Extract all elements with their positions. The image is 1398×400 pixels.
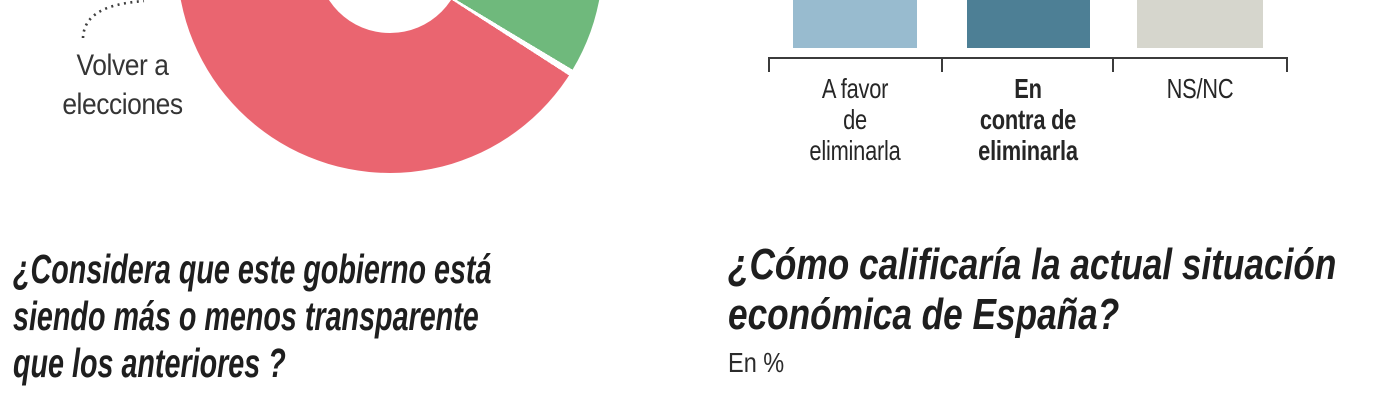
category-label-line: NS/NC [1166,73,1234,104]
category-label-en-contra-de-eliminarla: En contra de eliminarla [960,73,1096,166]
dotted-leader-line [81,0,145,39]
x-axis-line [768,57,1288,59]
question-line: ¿Considera que este gobierno está [13,246,492,292]
category-label-a-favor-de-eliminarla: A favor de eliminarla [787,73,923,166]
donut-segment-label: Volver a elecciones [41,46,204,124]
category-label-line: contra de [979,104,1077,135]
category-label-line: A favor [821,73,889,104]
bar-a-favor-de-eliminarla [793,0,917,48]
category-label-line: eliminarla [978,135,1078,166]
question-line: ¿Cómo calificaría la actual situación [728,240,1337,289]
bar-en-contra-de-eliminarla [967,0,1090,48]
question-economy-heading: ¿Cómo calificaría la actual situación ec… [728,240,1336,340]
question-transparency-heading: ¿Considera que este gobierno está siendo… [13,246,491,387]
unit-label: En % [728,347,785,378]
question-line: siendo más o menos transparente [13,293,479,339]
bar-ns-nc [1137,0,1263,48]
axis-tick [1286,57,1288,72]
category-label-ns-nc: NS/NC [1132,73,1268,104]
donut-segment-label-line: elecciones [62,88,183,121]
question-line: que los anteriores ? [13,340,286,386]
donut-segment-label-line: Volver a [76,49,169,82]
axis-tick [768,57,770,72]
category-label-line: eliminarla [809,135,901,166]
category-label-line: En [1014,73,1042,104]
axis-tick [941,57,943,72]
question-line: económica de España? [728,290,1120,339]
axis-tick [1112,57,1114,72]
category-label-line: de [843,104,867,135]
